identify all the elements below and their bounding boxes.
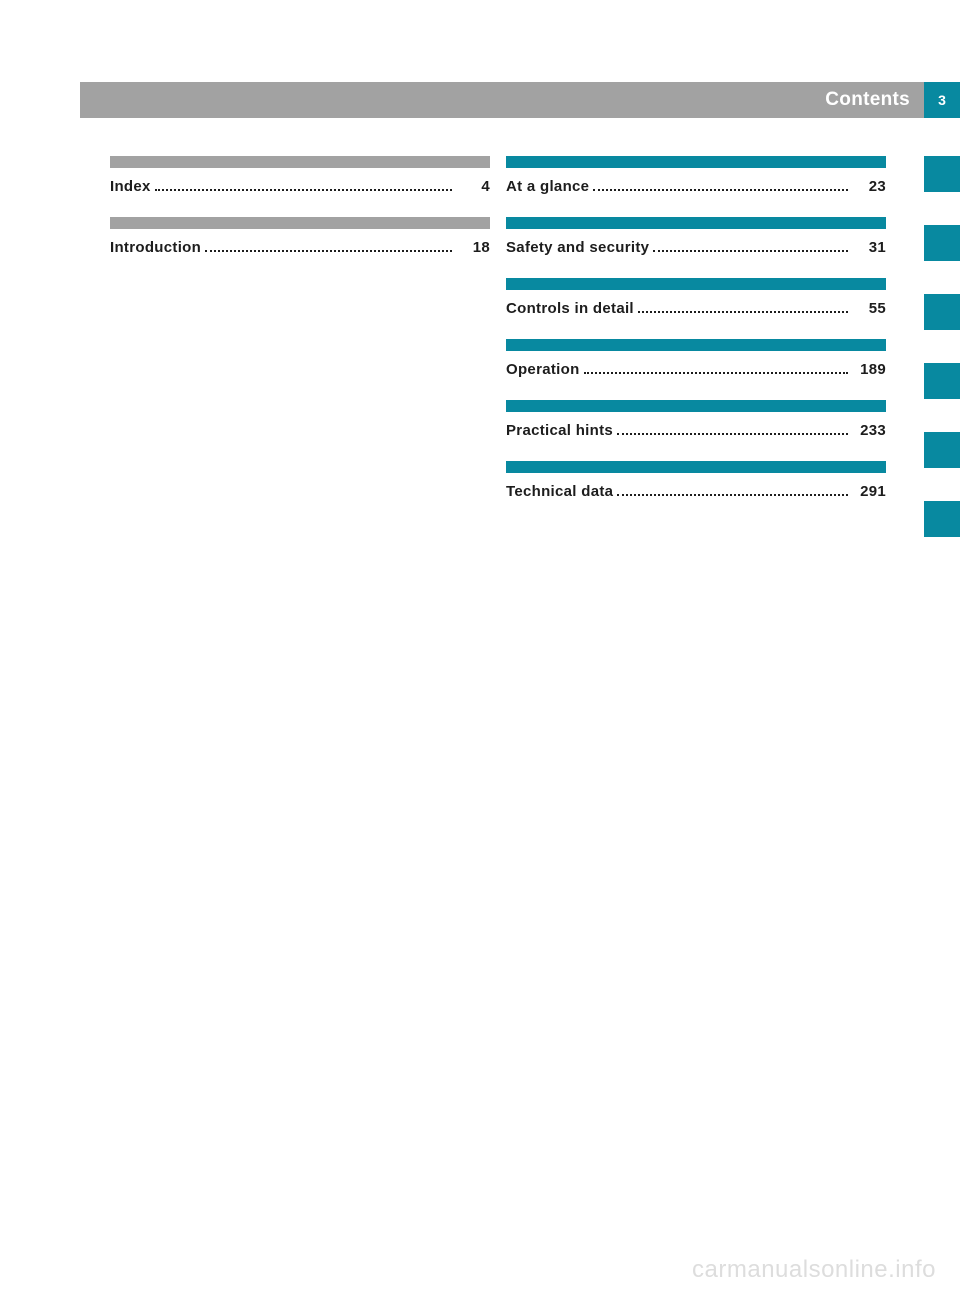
thumb-tab <box>924 432 960 468</box>
thumb-tabs <box>924 156 960 570</box>
toc-dots <box>205 250 452 252</box>
toc-page: 189 <box>852 361 886 378</box>
separator-grey <box>110 156 490 168</box>
toc-entry: Index 4 <box>110 178 490 195</box>
toc-page: 4 <box>456 178 490 195</box>
toc-entry: Operation 189 <box>506 361 886 378</box>
page-title: Contents <box>825 89 910 111</box>
separator-teal <box>506 278 886 290</box>
separator-teal <box>506 156 886 168</box>
toc-label: Safety and security <box>506 239 649 256</box>
header-title-box: Contents <box>811 82 924 118</box>
toc-dots <box>617 494 848 496</box>
toc-entry: Introduction 18 <box>110 239 490 256</box>
header-bar: Contents 3 <box>80 82 960 118</box>
thumb-tab <box>924 363 960 399</box>
toc-label: Introduction <box>110 239 201 256</box>
separator-teal <box>506 461 886 473</box>
toc-page: 23 <box>852 178 886 195</box>
toc-dots <box>584 372 848 374</box>
toc-left-column: Index 4 Introduction 18 <box>110 156 490 522</box>
separator-teal <box>506 400 886 412</box>
toc-columns: Index 4 Introduction 18 At a glance 23 S… <box>110 156 920 522</box>
toc-page: 233 <box>852 422 886 439</box>
thumb-tab <box>924 501 960 537</box>
toc-label: Controls in detail <box>506 300 634 317</box>
toc-dots <box>155 189 452 191</box>
toc-label: Practical hints <box>506 422 613 439</box>
toc-dots <box>593 189 848 191</box>
toc-entry: Practical hints 233 <box>506 422 886 439</box>
toc-entry: At a glance 23 <box>506 178 886 195</box>
toc-dots <box>638 311 848 313</box>
thumb-tab <box>924 294 960 330</box>
toc-dots <box>653 250 848 252</box>
toc-label: Technical data <box>506 483 613 500</box>
toc-right-column: At a glance 23 Safety and security 31 Co… <box>506 156 886 522</box>
separator-grey <box>110 217 490 229</box>
header-grey-strip <box>80 82 811 118</box>
page-number: 3 <box>938 92 946 108</box>
toc-page: 31 <box>852 239 886 256</box>
toc-entry: Technical data 291 <box>506 483 886 500</box>
header-pagenum-box: 3 <box>924 82 960 118</box>
toc-entry: Controls in detail 55 <box>506 300 886 317</box>
toc-dots <box>617 433 848 435</box>
separator-teal <box>506 217 886 229</box>
separator-teal <box>506 339 886 351</box>
toc-page: 55 <box>852 300 886 317</box>
thumb-tab <box>924 156 960 192</box>
toc-label: Index <box>110 178 151 195</box>
thumb-tab <box>924 225 960 261</box>
toc-page: 291 <box>852 483 886 500</box>
toc-entry: Safety and security 31 <box>506 239 886 256</box>
toc-page: 18 <box>456 239 490 256</box>
watermark-text: carmanualsonline.info <box>692 1256 936 1284</box>
toc-label: Operation <box>506 361 580 378</box>
toc-label: At a glance <box>506 178 589 195</box>
